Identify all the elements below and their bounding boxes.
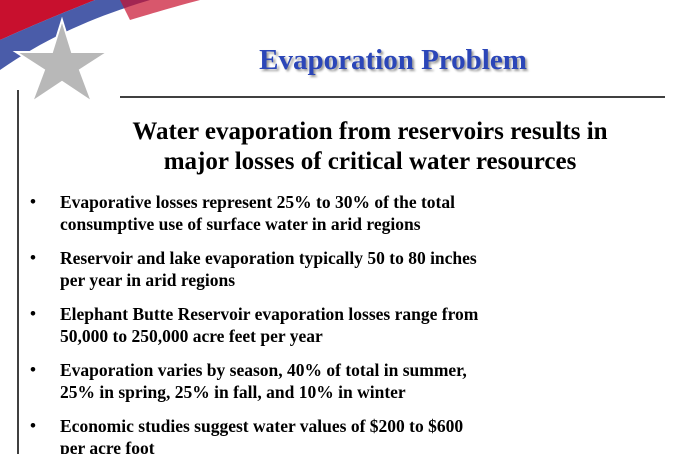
bullet-dot: • <box>30 416 36 436</box>
red-swoosh-2 <box>120 0 200 20</box>
bullet-dot: • <box>30 304 36 324</box>
bullet-text: per acre foot <box>60 438 155 454</box>
bullet-dot: • <box>30 360 36 380</box>
bullet-text: Reservoir and lake evaporation typically… <box>60 248 477 269</box>
subtitle-line: Water evaporation from reservoirs result… <box>40 118 688 146</box>
bullet-text: consumptive use of surface water in arid… <box>60 214 421 235</box>
slide: Evaporation Problem Water evaporation fr… <box>0 0 688 454</box>
bullet-text: per year in arid regions <box>60 270 235 291</box>
bullet-text: Elephant Butte Reservoir evaporation los… <box>60 304 478 325</box>
bullet-text: Evaporative losses represent 25% to 30% … <box>60 192 455 213</box>
title: Evaporation Problem <box>120 44 666 77</box>
subtitle-line: major losses of critical water resources <box>40 148 688 176</box>
bullet-dot: • <box>30 248 36 268</box>
bullet-text: 25% in spring, 25% in fall, and 10% in w… <box>60 382 406 403</box>
bullet-text: Economic studies suggest water values of… <box>60 416 463 437</box>
bullet-dot: • <box>30 192 36 212</box>
bullet-text: 50,000 to 250,000 acre feet per year <box>60 326 323 347</box>
bullet-text: Evaporation varies by season, 40% of tot… <box>60 360 467 381</box>
